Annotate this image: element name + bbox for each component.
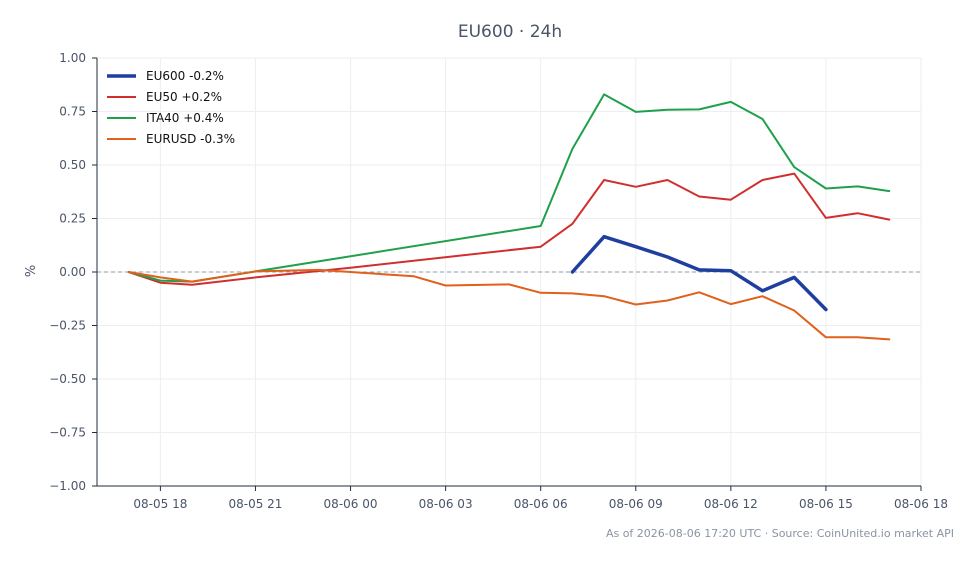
y-tick-labels: 1.00 0.75 0.50 0.25 0.00 −0.25 −0.50 −0.75 −1.00 <box>49 51 86 493</box>
y-axis-label: % <box>24 265 39 277</box>
x-tick-label: 08-05 18 <box>133 497 187 511</box>
series-lines <box>127 93 891 341</box>
legend-label: ITA40 +0.4% <box>146 111 224 125</box>
y-tick-label: 0.50 <box>59 158 86 172</box>
y-tick-label: −0.25 <box>49 319 86 333</box>
x-tick-label: 08-06 06 <box>514 497 568 511</box>
y-tick-label: 0.00 <box>59 265 86 279</box>
series-line-1 <box>127 172 891 286</box>
y-tick-label: −0.75 <box>49 426 86 440</box>
legend-label: EU50 +0.2% <box>146 90 222 104</box>
series-line-2 <box>127 93 891 283</box>
x-tick-label: 08-05 21 <box>228 497 282 511</box>
source-footer: As of 2026-08-06 17:20 UTC · Source: Coi… <box>606 527 954 540</box>
x-tick-label: 08-06 12 <box>704 497 758 511</box>
legend-label: EU600 -0.2% <box>146 69 224 83</box>
y-tick-label: 1.00 <box>59 51 86 65</box>
x-tick-label: 08-06 03 <box>419 497 473 511</box>
y-tick-label: 0.75 <box>59 105 86 119</box>
y-tick-label: −0.50 <box>49 372 86 386</box>
x-tick-label: 08-06 18 <box>894 497 948 511</box>
series-line-3 <box>127 268 891 341</box>
y-tick-label: 0.25 <box>59 212 86 226</box>
axes <box>92 57 922 491</box>
y-tick-label: −1.00 <box>49 479 86 493</box>
chart-title: EU600 · 24h <box>458 22 562 42</box>
legend-label: EURUSD -0.3% <box>146 132 235 146</box>
x-tick-label: 08-06 09 <box>609 497 663 511</box>
x-tick-label: 08-06 00 <box>324 497 378 511</box>
x-tick-labels: 08-05 18 08-05 21 08-06 00 08-06 03 08-06 06… <box>133 497 948 511</box>
legend: EU600 -0.2% EU50 +0.2% ITA40 +0.4% EURUSD -… <box>107 69 235 146</box>
series-line-0 <box>570 234 828 312</box>
x-tick-label: 08-06 15 <box>799 497 853 511</box>
